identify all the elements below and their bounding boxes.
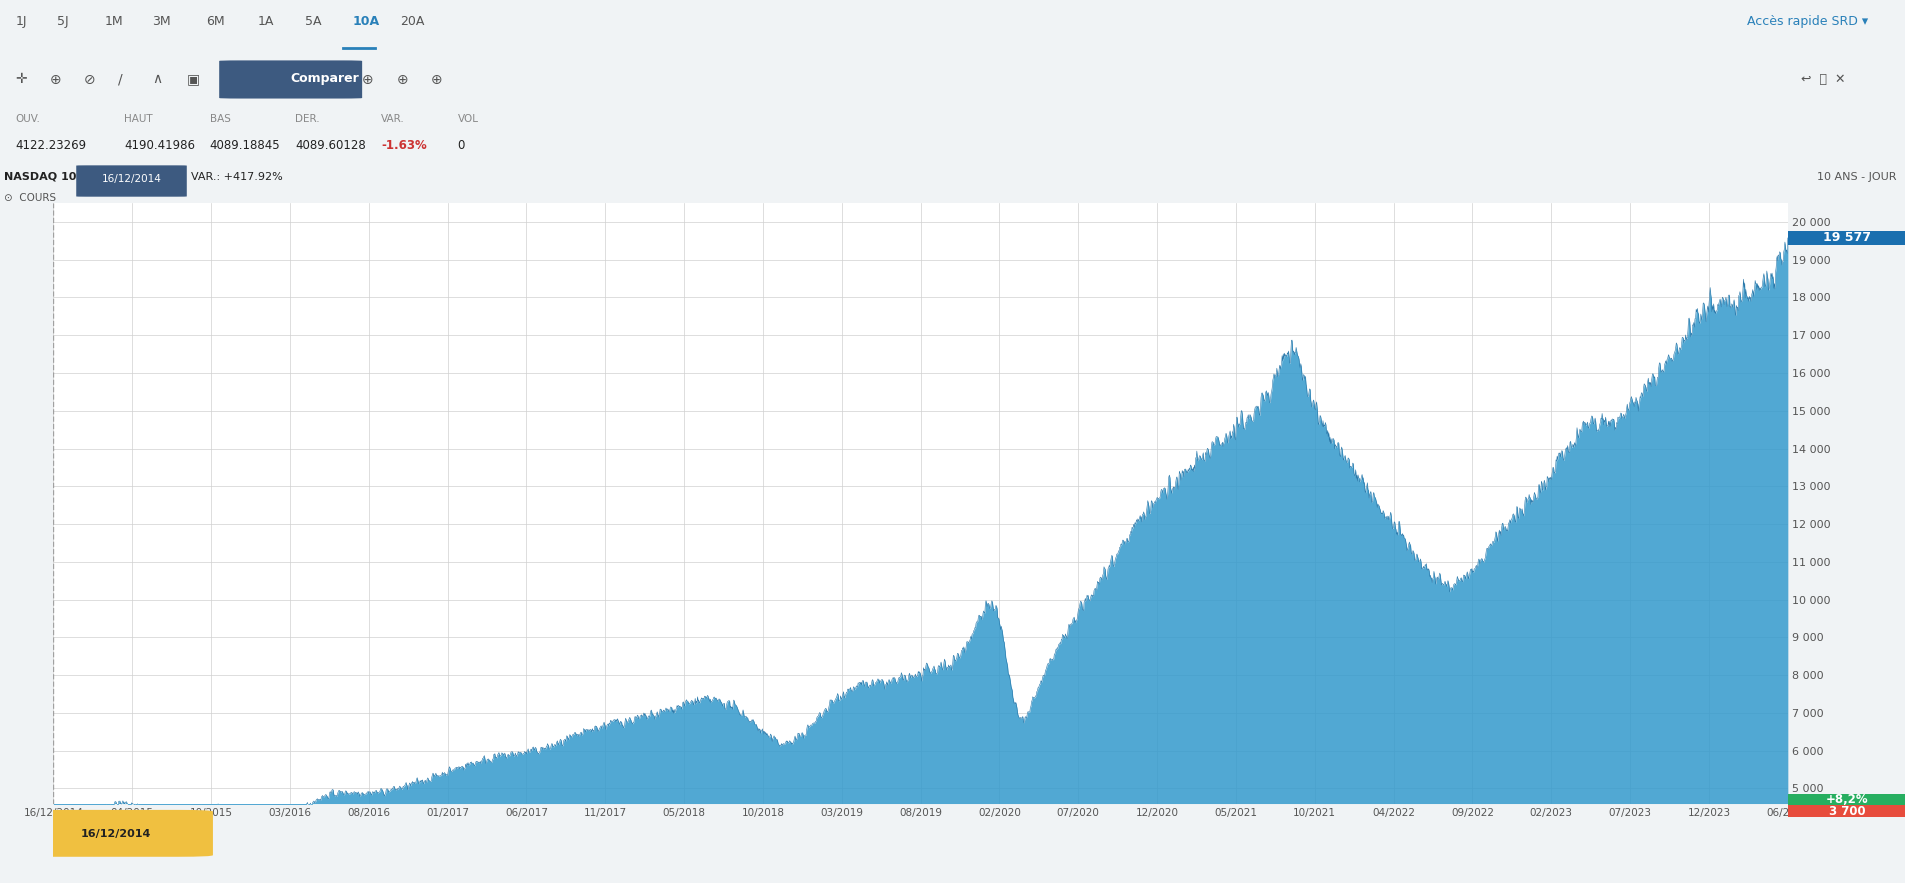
Text: 4122.23269: 4122.23269: [15, 140, 86, 152]
Text: BAS: BAS: [210, 114, 231, 125]
Bar: [1787, 231, 1905, 245]
Text: HAUT: HAUT: [124, 114, 152, 125]
Text: ↩  ⓘ  ✕: ↩ ⓘ ✕: [1800, 73, 1844, 86]
Bar: [1787, 794, 1905, 805]
Text: ⊕: ⊕: [50, 72, 61, 87]
FancyBboxPatch shape: [219, 60, 362, 99]
Text: Accès rapide SRD ▾: Accès rapide SRD ▾: [1745, 15, 1867, 27]
Text: /: /: [118, 72, 122, 87]
Text: ⊕: ⊕: [396, 72, 408, 87]
Text: 4089.18845: 4089.18845: [210, 140, 280, 152]
Text: ⊕: ⊕: [431, 72, 442, 87]
Text: 1J: 1J: [15, 15, 27, 27]
Text: 10 ANS - JOUR: 10 ANS - JOUR: [1815, 171, 1895, 182]
Text: 20A: 20A: [400, 15, 425, 27]
Text: -1.63%: -1.63%: [381, 140, 427, 152]
Text: ⊙  COURS: ⊙ COURS: [4, 192, 55, 203]
Text: OUV.: OUV.: [15, 114, 40, 125]
Text: 4089.60128: 4089.60128: [295, 140, 366, 152]
Text: Comparer: Comparer: [290, 72, 360, 85]
Text: +8,2%: +8,2%: [1825, 793, 1867, 806]
Text: 16/12/2014: 16/12/2014: [80, 829, 150, 839]
Bar: [1787, 805, 1905, 817]
Text: 3M: 3M: [152, 15, 171, 27]
Text: 1M: 1M: [105, 15, 124, 27]
FancyBboxPatch shape: [76, 165, 187, 197]
Text: ▣: ▣: [187, 72, 200, 87]
Text: 16/12/2014: 16/12/2014: [101, 174, 162, 184]
Text: 3 700: 3 700: [1827, 804, 1865, 818]
Text: ✛: ✛: [15, 72, 27, 87]
Text: 10A: 10A: [352, 15, 379, 27]
Text: 5A: 5A: [305, 15, 322, 27]
Text: 19 577: 19 577: [1821, 231, 1871, 245]
Text: VOL: VOL: [457, 114, 478, 125]
Text: 5J: 5J: [57, 15, 69, 27]
Text: 4190.41986: 4190.41986: [124, 140, 194, 152]
Text: ∧: ∧: [152, 72, 162, 87]
FancyBboxPatch shape: [19, 810, 213, 857]
Text: NASDAQ 10: NASDAQ 10: [4, 171, 76, 182]
Text: VAR.: VAR.: [381, 114, 404, 125]
Text: DER.: DER.: [295, 114, 320, 125]
Text: 6M: 6M: [206, 15, 225, 27]
Text: ⊕: ⊕: [362, 72, 373, 87]
Text: ⊘: ⊘: [84, 72, 95, 87]
Text: 0: 0: [457, 140, 465, 152]
Text: VAR.: +417.92%: VAR.: +417.92%: [190, 171, 282, 182]
Text: 1A: 1A: [257, 15, 274, 27]
